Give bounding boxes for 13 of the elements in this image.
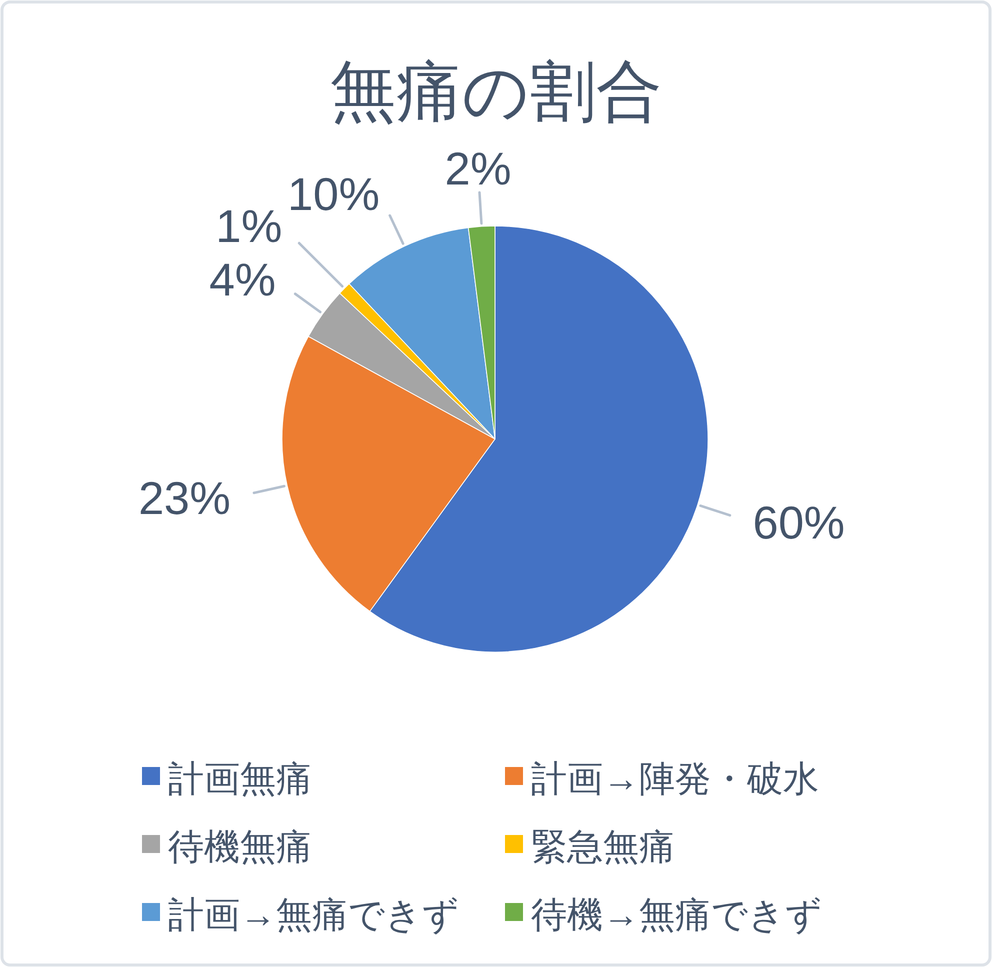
legend-label: 待機→無痛できず [531, 894, 822, 935]
chart-title: 無痛の割合 [330, 54, 662, 128]
data-label: 60% [752, 496, 845, 549]
legend-label: 緊急無痛 [531, 826, 675, 867]
data-label: 4% [209, 254, 276, 306]
data-label: 10% [288, 168, 380, 220]
data-label: 1% [216, 200, 282, 252]
legend-label: 計画→陣発・破水 [531, 758, 819, 799]
legend-label: 待機無痛 [168, 826, 312, 867]
legend-label: 計画無痛 [168, 758, 312, 799]
data-label: 2% [444, 142, 512, 195]
legend-label: 計画→無痛できず [168, 894, 459, 935]
data-label: 23% [138, 472, 231, 524]
